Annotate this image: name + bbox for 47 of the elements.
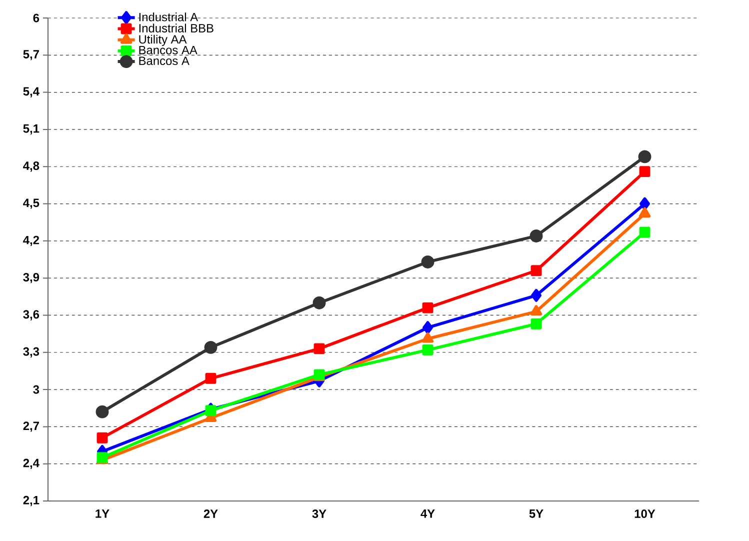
- point: [96, 405, 109, 418]
- point: [639, 226, 650, 238]
- point: [422, 321, 433, 334]
- legend-label: Bancos A: [139, 56, 190, 66]
- point: [638, 150, 652, 164]
- point: [422, 332, 434, 343]
- legend-label: Industrial BBB: [139, 24, 214, 32]
- y-tick-label: 4,2: [23, 236, 40, 246]
- y-tick-label: 2,4: [23, 458, 40, 469]
- point: [422, 344, 434, 356]
- x-tick-label: 3Y: [312, 510, 326, 518]
- point: [205, 372, 216, 384]
- y-tick-label: 5,7: [23, 50, 39, 60]
- point: [96, 432, 108, 444]
- y-tick-label: 5,4: [23, 87, 40, 98]
- point: [530, 229, 543, 242]
- point: [640, 197, 650, 210]
- point: [204, 340, 218, 354]
- x-tick-label: 4Y: [420, 510, 435, 518]
- point: [422, 302, 434, 314]
- y-tick-label: 3,3: [23, 347, 40, 358]
- y-tick-label: 5,1: [23, 124, 40, 134]
- y-tick-label: 3,9: [23, 272, 40, 284]
- point: [531, 288, 542, 302]
- y-tick-label: 4,5: [23, 198, 40, 209]
- point: [530, 318, 542, 330]
- y-tick-label: 4,8: [23, 162, 40, 172]
- point: [314, 343, 325, 354]
- legend-label: Bancos AA: [139, 46, 198, 54]
- point: [638, 207, 651, 218]
- x-tick-label: 5Y: [529, 510, 544, 518]
- x-tick-label: 2Y: [204, 510, 218, 518]
- point: [530, 305, 542, 316]
- x-tick-label: 1Y: [96, 510, 110, 518]
- y-tick-label: 3,6: [23, 310, 40, 320]
- legend-label: Utility AA: [139, 34, 187, 46]
- point: [639, 166, 650, 178]
- legend-label: Industrial A: [139, 12, 198, 22]
- x-tick-label: 10Y: [634, 510, 656, 518]
- y-tick-label: 2,7: [23, 422, 39, 432]
- point: [312, 296, 326, 310]
- point: [205, 405, 216, 416]
- point: [530, 265, 542, 276]
- y-tick-label: 6: [33, 14, 40, 22]
- y-tick-label: 3: [33, 385, 40, 394]
- y-tick-label: 2,1: [23, 496, 40, 506]
- point: [421, 255, 434, 268]
